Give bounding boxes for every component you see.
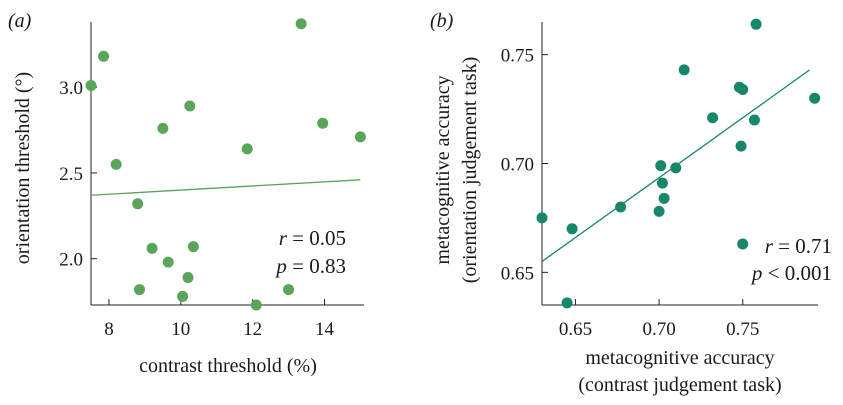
panel-a-p-value: = 0.83 — [287, 254, 346, 278]
panel-b-p-stat: p < 0.001 — [750, 261, 832, 285]
panel-a-y-tick-label: 3.0 — [59, 78, 83, 99]
panel-a-p-symbol: p — [274, 254, 287, 278]
panel-a-y-tick-label: 2.5 — [59, 164, 83, 185]
panel-b-data-point — [536, 212, 548, 224]
panel-b-data-point — [750, 18, 762, 30]
panel-a-data-point — [295, 18, 307, 30]
panel-a-r-symbol: r — [279, 226, 288, 250]
panel-b: (b) 0.65 0.70 0.75 0.65 0.70 0.75 r = 0.71 p … — [430, 10, 832, 396]
panel-b-r-stat: r = 0.71 — [765, 234, 832, 258]
panel-a-x-tick-label: 8 — [104, 319, 114, 340]
panel-b-data-point — [655, 160, 667, 172]
panel-a-r-stat: r = 0.05 — [279, 226, 346, 250]
panel-a-data-point — [241, 143, 253, 155]
panel-b-p-symbol: p — [750, 261, 763, 285]
panel-b-legend-marker — [737, 238, 749, 250]
panel-b-data-point — [656, 177, 668, 189]
panel-a-x-label: contrast threshold (%) — [139, 355, 317, 377]
panel-a-x-tick-label: 14 — [315, 319, 335, 340]
panel-a-data-point — [85, 79, 97, 91]
panel-b-x-label-line2: (contrast judgement task) — [578, 374, 781, 396]
panel-b-label: (b) — [430, 10, 454, 32]
panel-b-p-value: < 0.001 — [762, 261, 832, 285]
panel-b-data-point — [653, 205, 665, 217]
panel-b-x-tick-label: 0.75 — [726, 319, 759, 340]
panel-a-data-point — [157, 122, 169, 134]
panel-a-data-point — [146, 242, 158, 254]
panel-a-y-label: orientation threshold (°) — [12, 72, 34, 264]
panel-b-r-symbol: r — [765, 234, 774, 258]
panel-a-data-point — [162, 256, 174, 268]
panel-a-data-point — [354, 131, 366, 143]
panel-b-r-value: = 0.71 — [773, 234, 832, 258]
panel-a-data-point — [187, 241, 199, 253]
panel-a-y-tick-label: 2.0 — [59, 250, 83, 271]
panel-a-data-point — [133, 284, 145, 296]
panel-a-data-point — [177, 290, 189, 302]
panel-b-data-point — [658, 192, 670, 204]
panel-b-data-point — [748, 114, 760, 126]
panel-b-x-tick-label: 0.65 — [559, 319, 592, 340]
panel-a-data-point — [132, 198, 144, 210]
panel-a-data-point — [110, 158, 122, 170]
panel-a-label: (a) — [8, 10, 32, 32]
panel-a: (a) 8 10 12 14 2.0 2.5 3.0 contrast threshold … — [8, 10, 366, 377]
panel-b-y-label-line1: metacognitive accuracy — [432, 75, 454, 264]
panel-b-y-tick-label: 0.65 — [501, 263, 534, 284]
panel-b-x-tick-label: 0.70 — [642, 319, 675, 340]
panel-b-data-point — [566, 223, 578, 235]
panel-a-data-point — [98, 50, 110, 62]
panel-a-regression-line — [90, 179, 361, 196]
panel-b-data-point — [678, 64, 690, 76]
panel-a-data-point — [283, 284, 295, 296]
panel-b-y-label-line2: (orientation judgement task) — [459, 57, 481, 284]
panel-b-data-point — [561, 297, 573, 309]
panel-a-x-tick-label: 12 — [243, 319, 262, 340]
panel-a-data-point — [250, 299, 262, 311]
panel-b-data-point — [670, 162, 682, 174]
panel-b-data-point — [735, 140, 747, 152]
panel-b-x-label-line1: metacognitive accuracy — [585, 347, 774, 369]
panel-a-x-tick-label: 10 — [171, 319, 190, 340]
panel-a-data-point — [184, 100, 196, 112]
panel-b-data-point — [615, 201, 627, 213]
panel-a-data-point — [182, 272, 194, 284]
panel-b-y-tick-label: 0.70 — [501, 155, 534, 176]
panel-a-p-stat: p = 0.83 — [274, 254, 346, 278]
panel-a-r-value: = 0.05 — [287, 226, 346, 250]
panel-b-data-point — [809, 92, 821, 104]
panel-b-data-point — [737, 83, 749, 95]
panel-b-y-tick-label: 0.75 — [501, 46, 534, 67]
panel-a-data-point — [317, 117, 329, 129]
panel-b-data-point — [707, 112, 719, 124]
